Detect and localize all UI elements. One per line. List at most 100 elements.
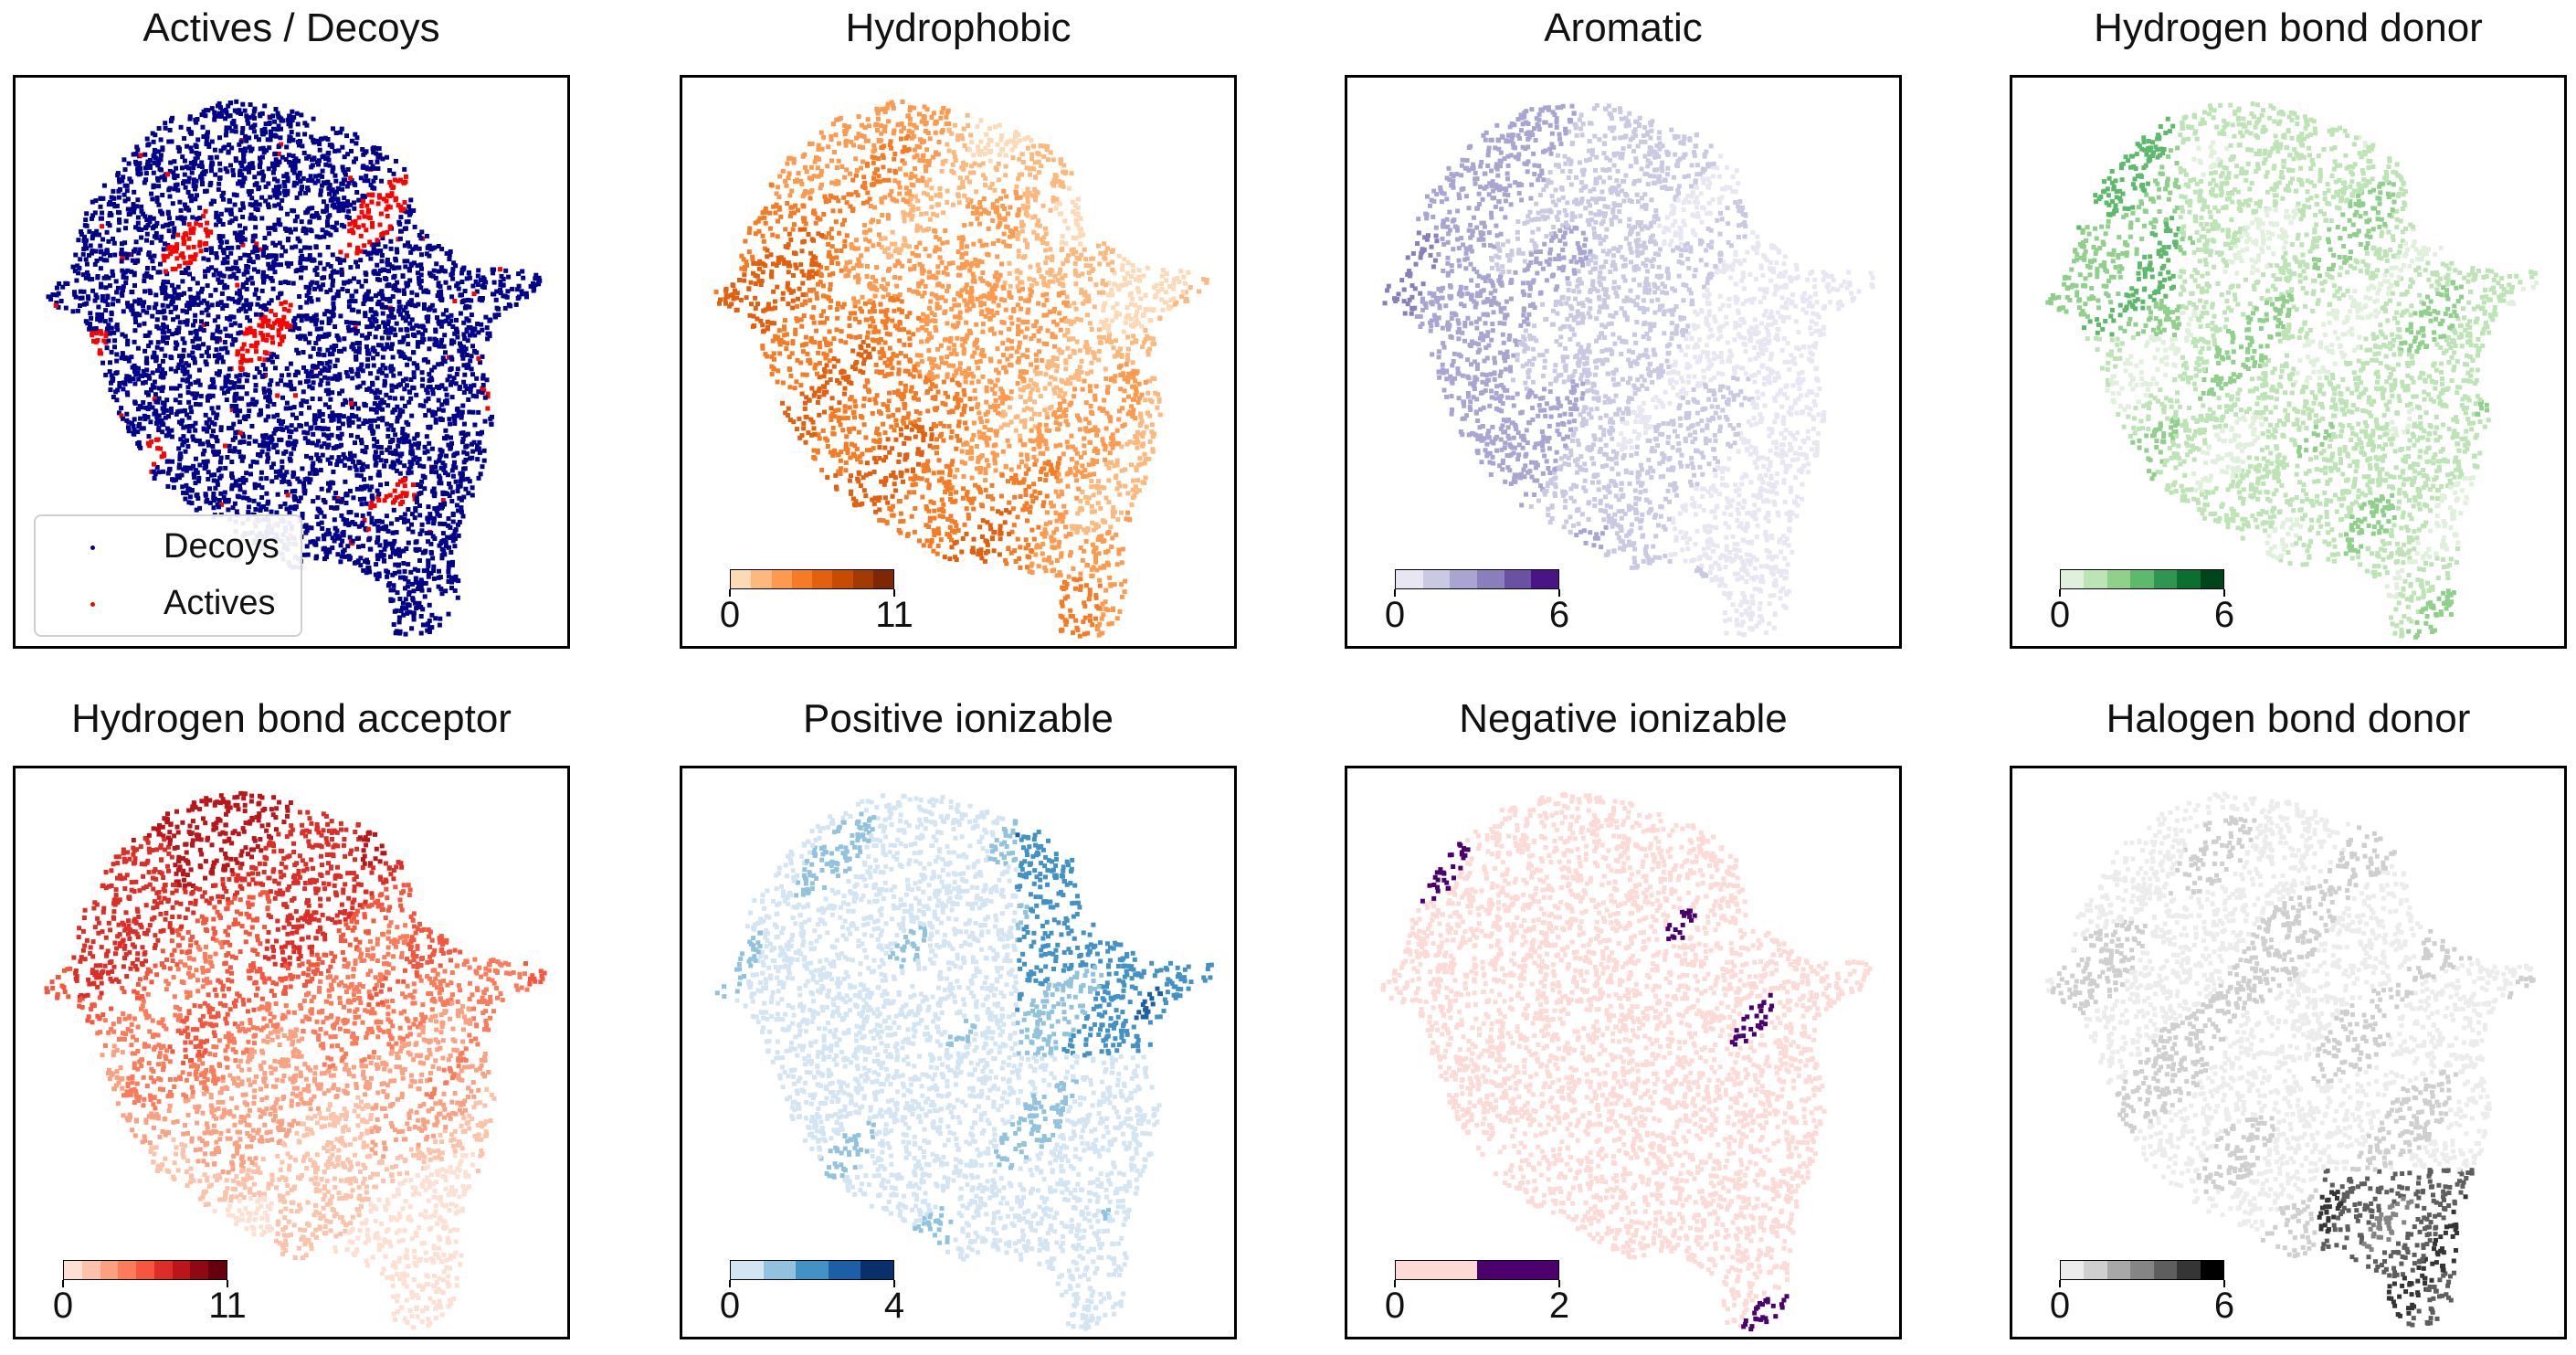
data-point xyxy=(339,459,344,464)
data-point xyxy=(259,303,264,309)
data-point xyxy=(989,386,995,392)
data-point xyxy=(286,281,291,286)
data-point xyxy=(301,150,307,155)
data-point xyxy=(370,185,375,190)
data-point xyxy=(189,198,195,204)
data-point xyxy=(340,164,345,170)
data-point xyxy=(449,435,453,440)
data-point xyxy=(187,260,193,266)
data-point xyxy=(251,129,257,134)
data-point xyxy=(288,327,293,333)
data-point xyxy=(387,450,393,455)
data-point xyxy=(261,174,266,179)
data-point xyxy=(260,177,266,183)
data-point xyxy=(185,322,190,327)
data-point xyxy=(256,269,261,274)
data-point xyxy=(203,113,208,119)
data-point xyxy=(385,421,390,427)
data-point xyxy=(207,395,212,399)
data-point xyxy=(279,427,284,431)
data-point xyxy=(408,210,414,216)
data-point xyxy=(190,276,195,281)
data-point xyxy=(105,221,111,226)
data-point xyxy=(256,482,261,488)
data-point xyxy=(278,322,282,327)
data-point xyxy=(424,233,429,238)
data-point xyxy=(211,379,216,385)
data-point xyxy=(311,137,316,143)
data-point xyxy=(266,205,271,210)
data-point xyxy=(409,626,415,631)
data-point xyxy=(248,357,254,363)
data-point xyxy=(812,365,818,371)
data-point xyxy=(114,290,120,295)
data-point xyxy=(977,152,982,157)
data-point xyxy=(109,312,114,317)
data-point xyxy=(329,418,334,423)
data-point xyxy=(421,306,427,312)
data-point xyxy=(194,120,199,125)
data-point xyxy=(1031,381,1037,386)
data-point xyxy=(241,175,247,181)
data-point xyxy=(206,417,212,422)
legend-item-actives: Actives xyxy=(36,578,301,633)
data-point xyxy=(163,285,168,291)
data-point xyxy=(291,318,297,323)
data-point xyxy=(138,416,143,421)
data-point xyxy=(788,210,794,216)
data-point xyxy=(195,281,200,286)
data-point xyxy=(205,233,210,238)
data-point xyxy=(289,423,294,429)
data-point xyxy=(314,211,320,216)
data-point xyxy=(206,354,211,359)
data-point xyxy=(406,603,412,609)
data-point xyxy=(326,321,332,325)
data-point xyxy=(76,270,81,276)
data-point xyxy=(343,455,347,460)
data-point xyxy=(338,559,343,565)
data-point xyxy=(298,380,303,386)
data-point xyxy=(1143,337,1148,343)
data-point xyxy=(324,290,330,294)
data-point xyxy=(406,240,411,246)
data-point xyxy=(284,324,290,329)
data-point xyxy=(1082,631,1087,637)
data-point xyxy=(260,374,266,379)
data-point xyxy=(269,439,274,445)
data-point xyxy=(240,201,246,206)
data-point xyxy=(288,505,293,510)
data-point xyxy=(176,263,182,269)
data-point xyxy=(208,292,214,298)
data-point xyxy=(279,335,284,341)
data-point xyxy=(418,484,424,489)
data-point xyxy=(361,380,366,386)
data-point xyxy=(426,504,431,510)
data-point xyxy=(428,531,434,535)
data-point xyxy=(267,231,272,237)
data-point xyxy=(212,114,217,119)
data-point xyxy=(150,259,155,264)
data-point xyxy=(293,156,299,162)
data-point xyxy=(206,397,210,403)
data-point xyxy=(213,172,218,177)
data-point xyxy=(279,142,284,147)
data-point xyxy=(321,180,326,185)
data-point xyxy=(224,129,229,133)
data-point xyxy=(354,289,359,294)
data-point xyxy=(307,297,312,302)
data-point xyxy=(260,253,266,258)
data-point xyxy=(276,328,281,333)
data-point xyxy=(224,125,229,131)
data-point xyxy=(222,282,227,288)
data-point xyxy=(217,329,223,334)
data-point xyxy=(856,352,861,357)
data-point xyxy=(227,197,232,203)
data-point xyxy=(949,518,955,524)
data-point xyxy=(380,416,385,421)
data-point xyxy=(402,519,406,524)
data-point xyxy=(394,158,398,164)
data-point xyxy=(416,482,420,487)
data-point xyxy=(206,470,211,475)
data-point xyxy=(348,488,353,493)
data-point xyxy=(1038,325,1043,331)
